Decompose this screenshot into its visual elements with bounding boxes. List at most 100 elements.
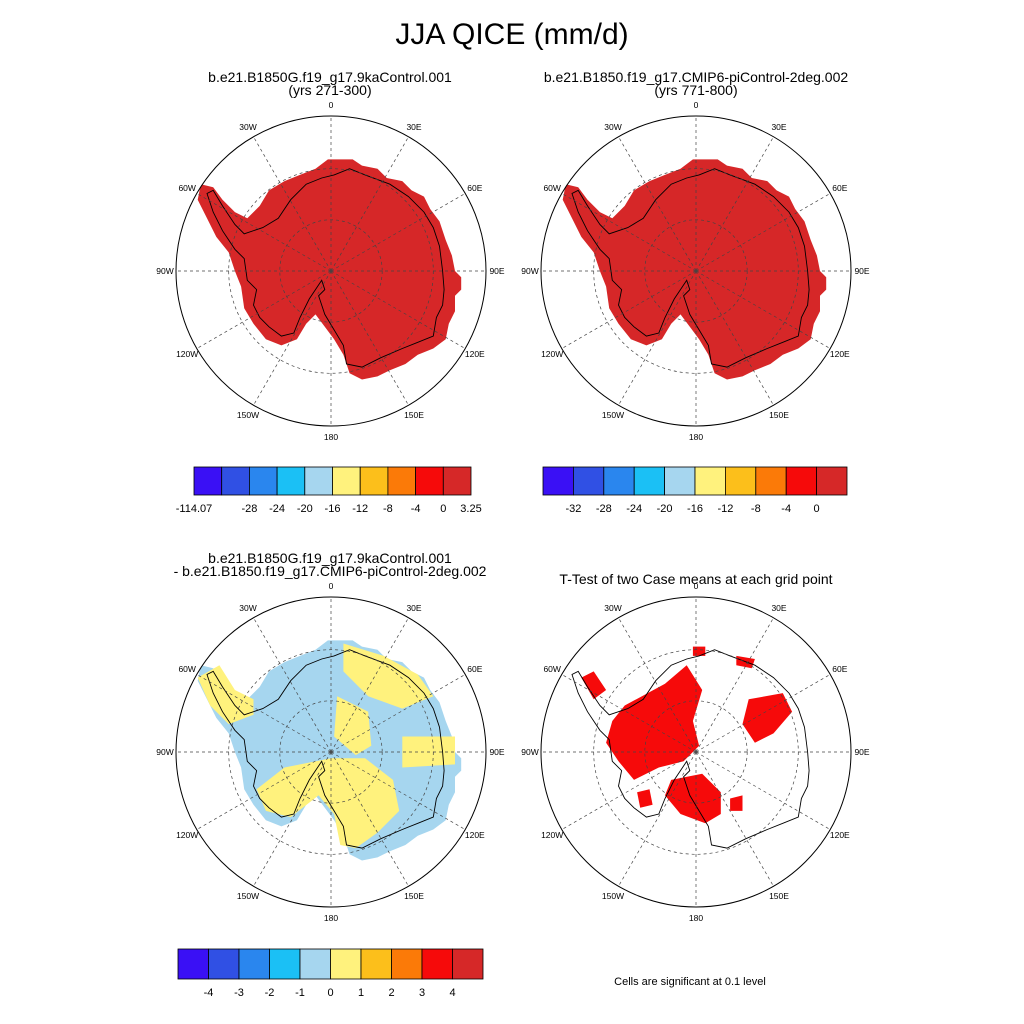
colorbar-tick-label: 0 [327, 987, 334, 999]
colorbar-tick-label: -114.07 [175, 503, 213, 515]
longitude-label: 150E [404, 891, 424, 901]
longitude-label: 150W [602, 891, 624, 901]
colorbar-swatch [177, 948, 209, 980]
panel-4-title-line1: T-Test of two Case means at each grid po… [559, 571, 833, 587]
colorbar-tick-label: -12 [352, 503, 369, 515]
colorbar-swatch [304, 466, 333, 496]
colorbar-swatch [542, 466, 574, 496]
meridian-gridline [695, 136, 774, 272]
map-fill-layer [581, 646, 793, 824]
colorbar-tick-label: -20 [656, 503, 673, 515]
longitude-label: 180 [324, 913, 338, 923]
colorbar-swatch [248, 466, 278, 496]
colorbar-2 [542, 466, 848, 496]
significant-cells [665, 773, 721, 824]
meridian-gridline [561, 193, 697, 272]
panel-3-title-line2: - b.e21.B1850.f19_g17.CMIP6-piControl-2d… [173, 563, 487, 579]
positive-anomaly-region [334, 696, 372, 756]
colorbar-swatch [208, 948, 240, 980]
colorbar-swatch [452, 948, 484, 980]
meridian-gridline [196, 193, 332, 272]
longitude-label: 90E [854, 747, 869, 757]
meridian-gridline [330, 193, 466, 272]
longitude-label: 0 [694, 100, 699, 110]
colorbar-swatch [421, 948, 453, 980]
meridian-gridline [196, 751, 332, 830]
panel-3-title: b.e21.B1850G.f19_g17.9kaControl.001 - b.… [130, 551, 530, 579]
colorbar-tick-label: -16 [687, 503, 703, 515]
colorbar-tick-label: -8 [750, 503, 761, 515]
parallel-gridline [644, 219, 748, 323]
meridian-gridline [330, 270, 409, 406]
panel-1-title: b.e21.B1850G.f19_g17.9kaControl.001 (yrs… [130, 70, 530, 97]
colorbar-tick-label: -1 [295, 987, 305, 999]
coastline [206, 649, 445, 849]
meridian-gridline [196, 674, 332, 753]
meridian-gridline [253, 136, 332, 272]
colorbar-tick-label: 3.25 [460, 503, 482, 515]
colorbar-swatch [360, 948, 392, 980]
qice-field [562, 159, 827, 380]
longitude-label: 0 [329, 581, 334, 591]
colorbar-swatch [276, 466, 306, 496]
coastline [206, 168, 445, 368]
colorbar-swatch [391, 948, 423, 980]
meridian-gridline [618, 751, 697, 887]
longitude-label: 60E [832, 664, 847, 674]
significant-cells [606, 665, 703, 780]
colorbar-tick-label: -24 [269, 503, 286, 515]
longitude-label: 60W [543, 183, 560, 193]
meridian-gridline [561, 751, 697, 830]
meridian-gridline [695, 751, 774, 887]
map-panel-4: 0 30E 60E 90E 120E 150E 180 150W 120W 90W 60W 30W [521, 581, 870, 923]
meridian-gridline [330, 751, 409, 887]
map-fill-layer [197, 640, 462, 861]
positive-anomaly-region [197, 665, 254, 725]
longitude-label: 30W [239, 603, 256, 613]
longitude-label: 30E [406, 603, 421, 613]
parallel-gridline [228, 649, 434, 855]
colorbar-swatch [633, 466, 666, 496]
colorbar-swatch [221, 466, 250, 496]
longitude-label: 30E [406, 122, 421, 132]
map-panel-2: 0 30E 60E 90E 120E 150E 180 150W 120W 90W 60W 30W [521, 100, 870, 442]
meridian-gridline [330, 751, 466, 830]
meridian-gridline [330, 617, 409, 753]
meridian-gridline [695, 193, 831, 272]
longitude-label: 60E [467, 664, 482, 674]
parallel-gridline [279, 219, 383, 323]
map-panel-1: 0 30E 60E 90E 120E 150E 180 150W 120W 90W 60W 30W [156, 100, 505, 442]
longitude-label: 30W [604, 603, 621, 613]
longitude-label: 150W [237, 410, 259, 420]
parallel-gridline [279, 700, 383, 804]
meridian-gridline [618, 136, 697, 272]
significant-cells [742, 693, 793, 743]
map-boundary [175, 115, 487, 427]
longitude-label: 120E [465, 349, 485, 359]
colorbar-swatch [755, 466, 787, 496]
colorbar-swatch [332, 466, 361, 496]
meridian-gridline [695, 674, 831, 753]
colorbar-swatch [603, 466, 635, 496]
colorbar-tick-label: -20 [296, 503, 313, 515]
longitude-label: 90E [854, 266, 869, 276]
colorbar-tick-label: 4 [449, 987, 456, 999]
longitude-label: 120E [830, 830, 850, 840]
longitude-label: 60W [178, 664, 195, 674]
parallel-gridline [593, 168, 799, 374]
colorbar-swatch [573, 466, 605, 496]
longitude-label: 0 [694, 581, 699, 591]
panel-2-title-line1: b.e21.B1850.f19_g17.CMIP6-piControl-2deg… [543, 69, 849, 85]
meridian-gridline [561, 674, 697, 753]
longitude-label: 120E [465, 830, 485, 840]
colorbar-swatch [299, 948, 331, 980]
significant-cells [581, 671, 607, 700]
colorbar-tick-label: -28 [241, 503, 258, 515]
meridian-gridline [695, 270, 831, 349]
colorbar-tick-label: -16 [324, 503, 341, 515]
significance-note: Cells are significant at 0.1 level [614, 976, 766, 988]
colorbar-tick-label: -3 [234, 987, 244, 999]
meridian-gridline [618, 270, 697, 406]
positive-anomaly-region [256, 758, 400, 849]
longitude-label: 90W [156, 266, 173, 276]
